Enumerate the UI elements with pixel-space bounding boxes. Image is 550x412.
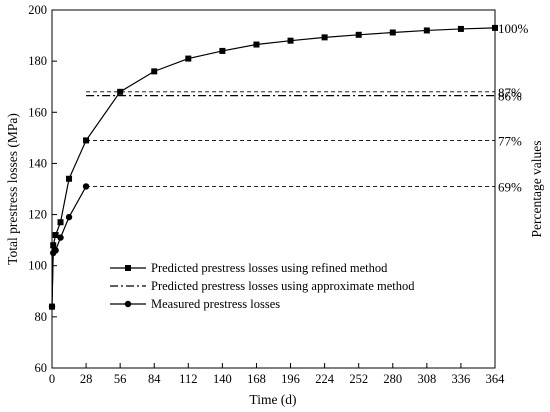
refined-point <box>117 88 124 95</box>
refined-point <box>57 219 64 226</box>
x-tick-label: 0 <box>49 372 55 386</box>
y-tick-label: 60 <box>35 361 48 375</box>
x-tick-label: 224 <box>315 372 335 386</box>
y-tick-label: 80 <box>35 310 48 324</box>
legend-label-approximate: Predicted prestress losses using approxi… <box>151 279 415 293</box>
legend-item-measured: Measured prestress losses <box>110 297 280 311</box>
legend-label-refined: Predicted prestress losses using refined… <box>151 261 388 275</box>
refined-point <box>151 68 158 75</box>
y-axis-ticks: 60 80 100 120 140 160 180 200 <box>28 3 57 375</box>
refined-point <box>219 47 226 54</box>
y-tick-label: 140 <box>28 156 47 170</box>
percentage-label-69: 69% <box>498 179 522 194</box>
x-tick-label: 140 <box>213 372 232 386</box>
percentage-labels: 100% 87%86% 77% 69% <box>498 21 529 195</box>
refined-point <box>321 34 328 41</box>
measured-point <box>57 234 64 241</box>
series-markers <box>48 24 498 310</box>
refined-point <box>355 31 362 38</box>
legend-item-refined: Predicted prestress losses using refined… <box>110 261 388 275</box>
y-tick-label: 100 <box>28 259 47 273</box>
measured-point <box>65 213 73 221</box>
refined-point <box>50 242 57 249</box>
reference-lines <box>86 91 495 187</box>
x-axis-title: Time (d) <box>249 392 296 407</box>
legend-item-approximate: Predicted prestress losses using approxi… <box>110 279 415 293</box>
x-tick-label: 28 <box>80 372 93 386</box>
refined-point <box>253 41 260 48</box>
refined-point <box>423 27 430 34</box>
measured-point <box>48 303 56 310</box>
y-tick-label: 160 <box>28 105 47 119</box>
refined-point <box>492 24 498 31</box>
x-tick-label: 196 <box>281 372 300 386</box>
x-tick-label: 56 <box>114 372 127 386</box>
x-tick-label: 168 <box>247 372 266 386</box>
legend-label-measured: Measured prestress losses <box>151 297 280 311</box>
plot-frame <box>51 9 496 369</box>
legend-swatch-refined-square <box>125 265 131 271</box>
refined-point <box>83 137 90 144</box>
percentage-label-86: 86% <box>498 89 522 104</box>
refined-point <box>185 55 192 62</box>
percentage-label-77: 77% <box>498 133 522 148</box>
x-axis-ticks: 0 28 56 84 112 140 168 196 224 252 280 308 336 364 <box>49 363 505 386</box>
x-tick-label: 308 <box>417 372 436 386</box>
measured-point <box>52 247 59 254</box>
legend-swatch-measured-circle <box>124 300 132 308</box>
y-tick-label: 180 <box>28 54 47 68</box>
series-line-2 <box>51 186 87 307</box>
refined-point <box>52 232 59 239</box>
x-tick-label: 84 <box>148 372 161 386</box>
refined-point <box>457 25 464 32</box>
x-tick-label: 336 <box>452 372 471 386</box>
percentage-label-100: 100% <box>498 21 529 36</box>
measured-point <box>82 183 90 190</box>
y-axis-title: Total prestress losses (MPa) <box>5 113 20 265</box>
x-tick-label: 112 <box>179 372 197 386</box>
refined-point <box>389 29 396 36</box>
x-tick-label: 280 <box>383 372 402 386</box>
y-tick-label: 200 <box>28 3 47 17</box>
y-tick-label: 120 <box>28 208 47 222</box>
y2-axis-title: Percentage values <box>529 140 544 237</box>
refined-point <box>287 37 294 44</box>
x-tick-label: 252 <box>349 372 368 386</box>
legend: Predicted prestress losses using refined… <box>110 261 415 311</box>
percentage-label-87: 87% <box>498 85 522 100</box>
refined-point <box>66 175 73 182</box>
x-tick-label: 364 <box>486 372 506 386</box>
